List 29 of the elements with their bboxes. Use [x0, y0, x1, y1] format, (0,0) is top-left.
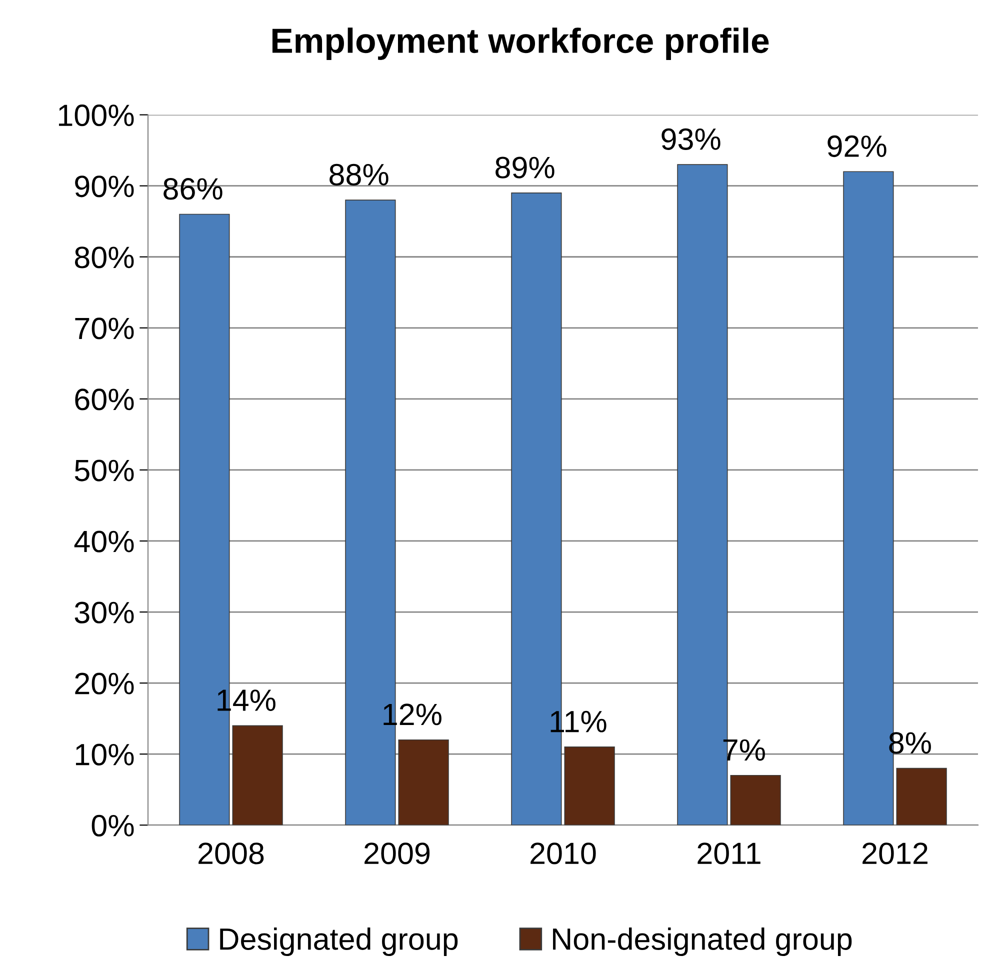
x-tick-label: 2012 [862, 842, 928, 864]
y-tick-label: 80% [74, 246, 134, 268]
data-label: 93% [662, 128, 720, 150]
y-tick-label: 30% [74, 602, 134, 624]
y-tick-label: 70% [75, 318, 134, 340]
data-label: 88% [330, 164, 388, 186]
y-tick-label: 90% [75, 176, 134, 198]
y-tick-label: 0% [92, 814, 134, 836]
y-tick-label: 60% [75, 388, 134, 410]
x-tick-label: 2010 [530, 842, 596, 864]
data-label: 89% [496, 156, 554, 178]
bar [564, 746, 615, 826]
bar [398, 739, 449, 826]
bar [896, 768, 947, 826]
chart-title: Employment workforce profile [272, 28, 769, 60]
legend-label: Designated group [220, 928, 458, 956]
y-tick-label: 10% [76, 744, 134, 766]
bar [730, 774, 781, 826]
data-label: 92% [828, 135, 886, 158]
y-tick-label: 50% [74, 460, 134, 482]
x-tick-label: 2011 [698, 842, 760, 864]
x-tick-label: 2009 [364, 842, 430, 864]
legend-label: Non-designated group [553, 928, 852, 956]
y-tick-label: 40% [74, 530, 134, 552]
x-tick-label: 2008 [198, 842, 264, 864]
y-tick-label: 20% [75, 672, 134, 694]
y-tick-label: 100% [58, 104, 134, 126]
data-label: 86% [164, 178, 222, 200]
bar [232, 725, 283, 826]
